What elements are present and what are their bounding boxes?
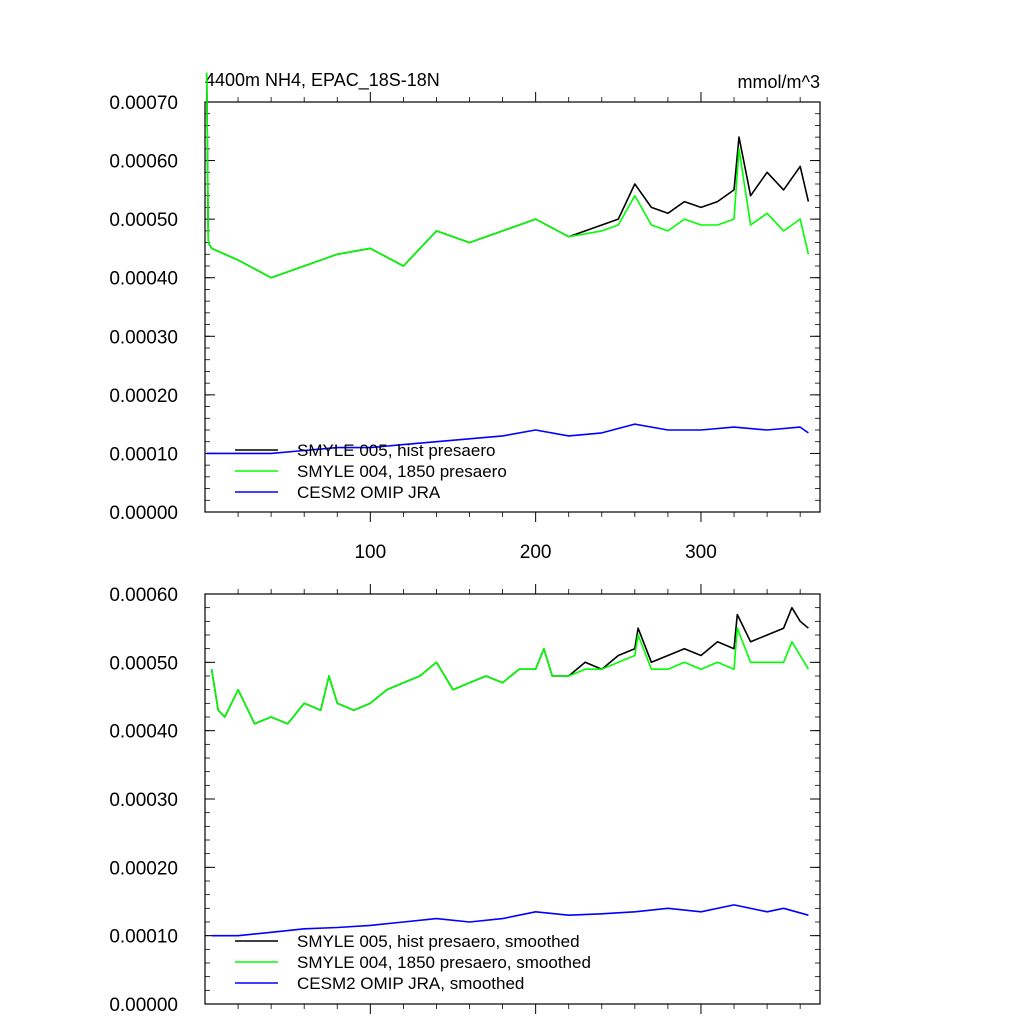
top-panel-frame xyxy=(204,101,821,513)
top-series-line-1 xyxy=(205,72,810,279)
bottom-y-tick-label: 0.00050 xyxy=(109,653,178,674)
bottom-panel-ticks: 0.00000 0.00010 0.00020 0.00030 0.00040 0.000… xyxy=(109,584,820,1016)
bottom-series-line-2 xyxy=(210,627,810,725)
top-y-tick-label: 0.00070 xyxy=(109,93,178,114)
top-x-tick-label: 300 xyxy=(685,542,717,563)
top-series-line-2 xyxy=(205,72,810,279)
bottom-legend-label: SMYLE 005, hist presaero, smoothed xyxy=(297,932,580,951)
top-series-line-3 xyxy=(206,423,809,455)
bottom-panel: 0.00000 0.00010 0.00020 0.00030 0.00040 0.000… xyxy=(109,584,821,1016)
top-panel-units: mmol/m^3 xyxy=(738,72,820,92)
bottom-y-tick-label: 0.00040 xyxy=(109,722,178,743)
top-y-tick-label: 0.00020 xyxy=(109,386,178,407)
top-y-tick-label: 0.00010 xyxy=(109,444,178,465)
bottom-y-tick-label: 0.00020 xyxy=(109,858,178,879)
bottom-legend-label: SMYLE 004, 1850 presaero, smoothed xyxy=(297,953,591,972)
top-panel-legend: SMYLE 005, hist presaero SMYLE 004, 1850 … xyxy=(235,441,507,502)
bottom-legend-label: CESM2 OMIP JRA, smoothed xyxy=(297,974,524,993)
top-panel-series xyxy=(205,72,810,455)
bottom-panel-legend: SMYLE 005, hist presaero, smoothed SMYLE … xyxy=(235,932,591,993)
top-x-tick-label: 100 xyxy=(354,542,386,563)
top-legend-label: CESM2 OMIP JRA xyxy=(297,483,441,502)
bottom-y-tick-label: 0.00030 xyxy=(109,790,178,811)
top-panel: 4400m NH4, EPAC_18S-18N mmol/m^3 0.00000… xyxy=(109,70,821,563)
top-y-tick-label: 0.00060 xyxy=(109,152,178,173)
top-y-tick-label: 0.00040 xyxy=(109,269,178,290)
top-y-tick-label: 0.00000 xyxy=(109,503,178,524)
top-panel-ticks: 0.00000 0.00010 0.00020 0.00030 0.00040 0.000… xyxy=(109,92,820,563)
bottom-y-tick-label: 0.00060 xyxy=(109,585,178,606)
top-y-tick-label: 0.00030 xyxy=(109,327,178,348)
bottom-panel-series xyxy=(210,606,810,937)
top-legend-label: SMYLE 004, 1850 presaero xyxy=(297,462,507,481)
top-legend-label: SMYLE 005, hist presaero xyxy=(297,441,495,460)
top-y-tick-label: 0.00050 xyxy=(109,210,178,231)
top-panel-title: 4400m NH4, EPAC_18S-18N xyxy=(205,70,440,91)
bottom-y-tick-label: 0.00000 xyxy=(109,995,178,1016)
top-x-tick-label: 200 xyxy=(520,542,552,563)
bottom-y-tick-label: 0.00010 xyxy=(109,927,178,948)
bottom-series-line-3 xyxy=(211,904,809,937)
